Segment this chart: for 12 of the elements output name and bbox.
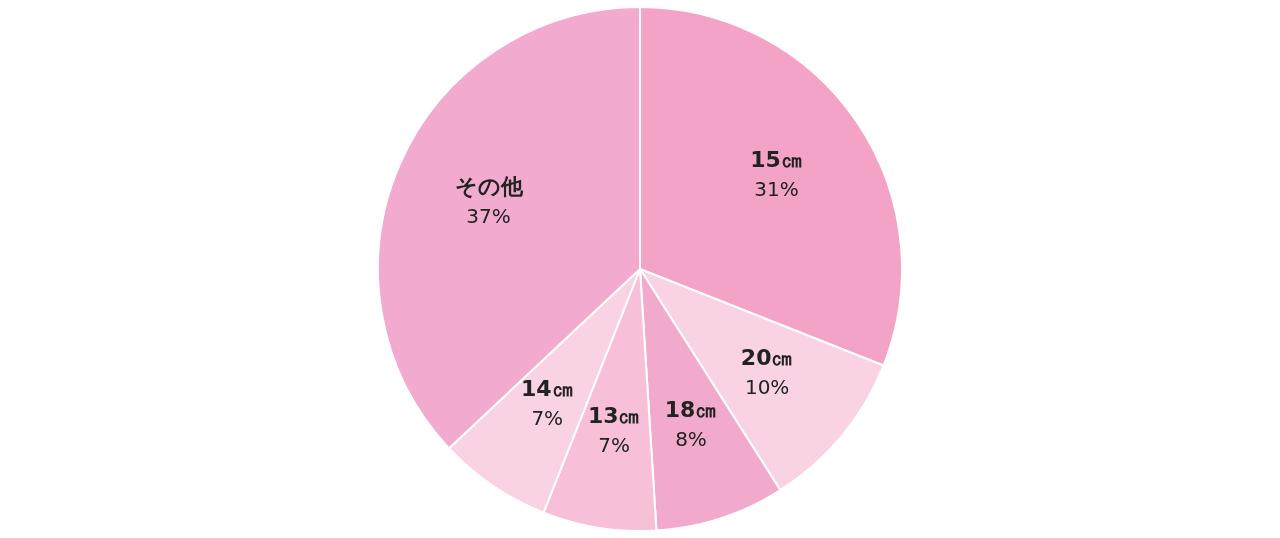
- slice-label: 13㎝: [587, 402, 641, 428]
- data-label: 37%: [466, 204, 511, 229]
- data-label: 7%: [598, 432, 631, 457]
- slice-label: 14㎝: [520, 376, 574, 402]
- data-label: 31%: [754, 177, 799, 202]
- slice-label: 20㎝: [740, 345, 794, 371]
- slice-label: 15㎝: [750, 147, 803, 173]
- slice-label: その他: [454, 174, 524, 200]
- data-label: 8%: [675, 426, 707, 451]
- slice-label: 18㎝: [664, 396, 718, 422]
- data-label: 10%: [744, 375, 790, 400]
- data-label: 7%: [531, 406, 564, 431]
